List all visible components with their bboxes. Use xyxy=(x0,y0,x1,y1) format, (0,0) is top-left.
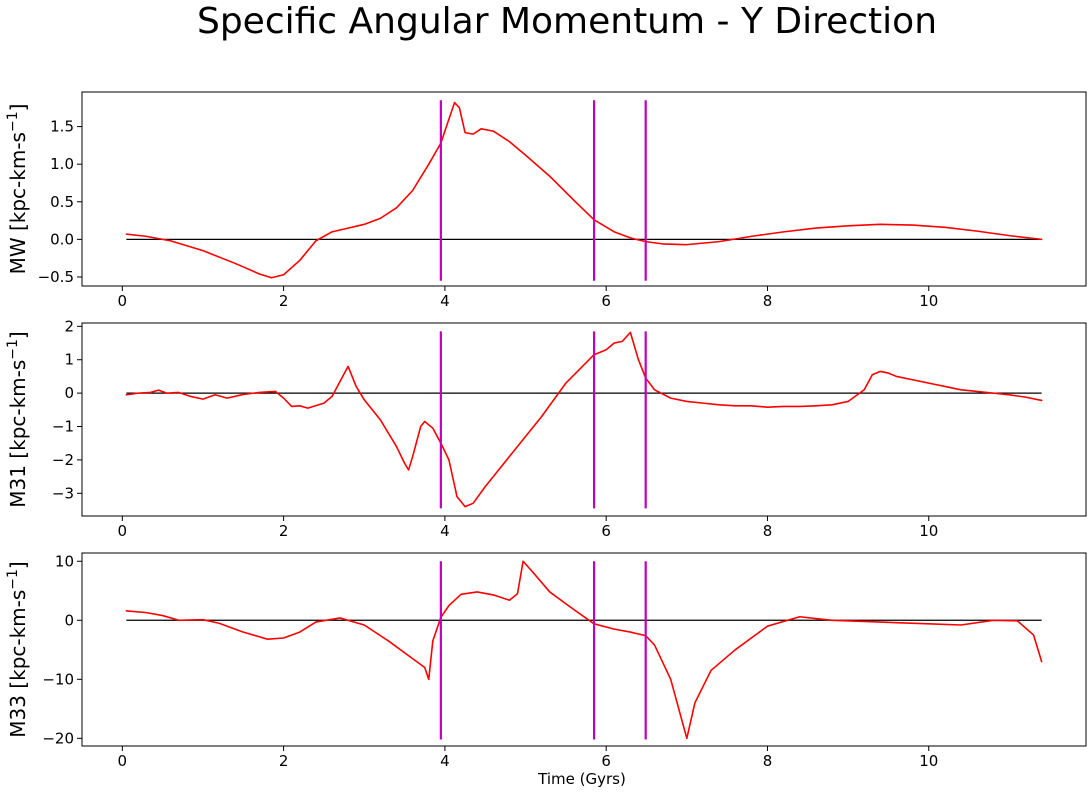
y-tick-label: 1.5 xyxy=(50,118,74,136)
panel-3: 0 2 4 6 8 10 −20 −10 0 10 M33 [kpc-km-s−1] xyxy=(5,552,1087,770)
y-tick-label: 0.5 xyxy=(50,193,74,211)
y-tick-label: −20 xyxy=(42,729,74,747)
y-axis-label: M31 [kpc-km-s−1] xyxy=(5,331,30,508)
y-tick-label: −10 xyxy=(42,670,74,688)
series-line xyxy=(125,560,1043,740)
x-tick-label: 0 xyxy=(118,292,128,310)
axes-frame xyxy=(81,91,1087,287)
panel-2: 0 2 4 6 8 10 −3 −2 −1 0 1 2 M31 [kpc-km-s−1] xyxy=(5,317,1087,540)
y-tick-label: −2 xyxy=(52,451,74,469)
x-axis-label: Time (Gyrs) xyxy=(537,770,626,788)
x-tick-label: 4 xyxy=(440,522,450,540)
x-tick-label: 2 xyxy=(279,292,289,310)
chart-title: Specific Angular Momentum - Y Direction xyxy=(197,1,937,42)
y-tick-label: 1.0 xyxy=(50,155,74,173)
x-tick-label: 4 xyxy=(440,752,450,770)
y-tick-label: 1 xyxy=(64,351,74,369)
y-tick-label: 10 xyxy=(55,552,74,570)
y-tick-label: 2 xyxy=(64,317,74,335)
y-tick-label: −0.5 xyxy=(38,268,74,286)
x-tick-label: 6 xyxy=(601,752,611,770)
y-axis-label: M33 [kpc-km-s−1] xyxy=(5,561,30,738)
series-line xyxy=(125,331,1043,508)
panels: 0 2 4 6 8 10−0.50.00.51.01.5MW [kpc-km-s−1]0 2… xyxy=(5,91,1087,770)
panel-1: 0 2 4 6 8 10 −0.5 0.0 0.5 1.0 1.5 MW [kpc-km-s−1] xyxy=(5,91,1087,310)
x-tick-label: 6 xyxy=(601,522,611,540)
axes-frame xyxy=(81,552,1087,747)
y-tick-label: 0 xyxy=(64,384,74,402)
x-tick-label: 0 xyxy=(118,522,128,540)
x-tick-label: 10 xyxy=(919,522,938,540)
y-tick-label: −1 xyxy=(52,418,74,436)
x-tick-label: 8 xyxy=(763,522,773,540)
x-tick-label: 10 xyxy=(919,292,938,310)
y-tick-label: −3 xyxy=(52,484,74,502)
x-tick-label: 8 xyxy=(763,292,773,310)
x-tick-label: 4 xyxy=(440,292,450,310)
x-tick-label: 10 xyxy=(919,752,938,770)
x-tick-label: 2 xyxy=(279,752,289,770)
axes-frame xyxy=(81,322,1087,517)
y-tick-label: 0.0 xyxy=(50,230,74,248)
x-tick-label: 0 xyxy=(118,752,128,770)
y-axis-label: MW [kpc-km-s−1] xyxy=(5,104,30,275)
x-tick-label: 2 xyxy=(279,522,289,540)
x-tick-label: 8 xyxy=(763,752,773,770)
x-tick-label: 6 xyxy=(601,292,611,310)
y-tick-label: 0 xyxy=(64,611,74,629)
series-line xyxy=(125,101,1043,279)
